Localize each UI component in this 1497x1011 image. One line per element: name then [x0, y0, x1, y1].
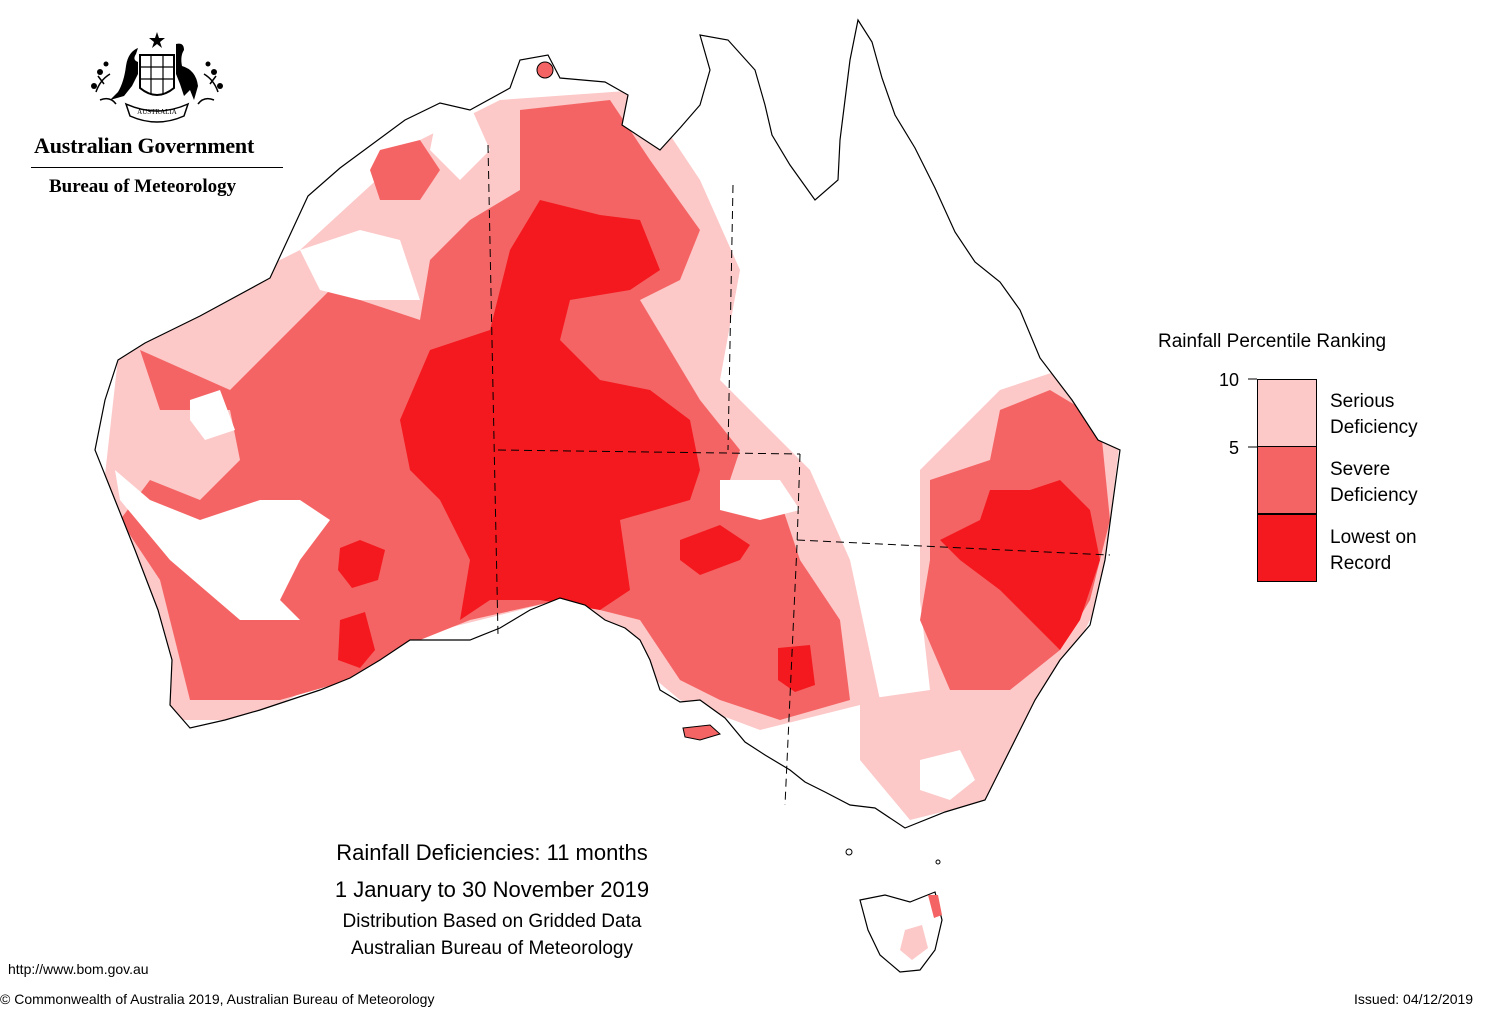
- tasmania-serious: [900, 925, 928, 960]
- legend-label-serious: Serious Deficiency: [1330, 389, 1418, 441]
- shield-icon: [139, 54, 175, 96]
- zone-none-pilbara: [300, 230, 420, 300]
- border-qld-nsw: [796, 539, 1111, 556]
- org-title: Australian Government: [34, 133, 255, 158]
- zone-none-sa-pocket: [720, 480, 800, 520]
- zone-lowest-nsw-west: [778, 645, 815, 692]
- map-source: Australian Bureau of Meteorology: [351, 938, 633, 959]
- legend-tick-lines: [1248, 378, 1257, 448]
- legend-label-severe-line2: Deficiency: [1330, 485, 1418, 506]
- border-wa: [487, 144, 499, 636]
- border-nt-sa: [497, 449, 801, 455]
- map-period: 1 January to 30 November 2019: [334, 877, 650, 902]
- zone-none-wa-pocket: [190, 390, 235, 440]
- state-borders: [487, 144, 1111, 806]
- wattle-blossoms: [91, 61, 223, 89]
- legend-label-serious-line2: Deficiency: [1330, 417, 1418, 438]
- legend-tick-5: 5: [1229, 438, 1240, 458]
- map-method: Distribution Based on Gridded Data: [342, 911, 642, 932]
- legend-tick-10: 10: [1219, 370, 1240, 390]
- zone-lowest-east: [940, 480, 1100, 650]
- zone-lowest-sa-gulf: [680, 525, 750, 575]
- island-bass: [845, 848, 853, 856]
- motto-ribbon: [124, 102, 190, 123]
- legend-label-severe-line1: Severe: [1330, 459, 1391, 480]
- deficiency-zones: [100, 90, 1120, 820]
- header-rule: [31, 167, 283, 168]
- legend-title: Rainfall Percentile Ranking: [1158, 331, 1387, 352]
- legend-label-severe: Severe Deficiency: [1330, 457, 1418, 509]
- legend-label-lowest-line2: Record: [1330, 553, 1392, 574]
- kangaroo-island: [682, 724, 721, 741]
- border-nt-qld: [727, 184, 734, 451]
- island-north: [536, 61, 554, 79]
- shield-divisions: [140, 55, 174, 95]
- border-sa-east: [784, 453, 801, 806]
- zone-lowest-wa-south: [338, 612, 375, 668]
- tasmania-severe: [928, 895, 942, 918]
- zone-none-wa-hole: [115, 470, 330, 620]
- legend-swatch-severe: [1257, 446, 1317, 514]
- tasmania-outline: [859, 891, 943, 973]
- zone-none-vic-pocket: [920, 750, 975, 800]
- zone-none-cape-york: [430, 100, 490, 180]
- map-title: Rainfall Deficiencies: 11 months: [336, 840, 648, 865]
- zone-lowest-wa-mid: [338, 540, 385, 588]
- kangaroo-icon: [110, 48, 138, 100]
- wattle-icon: [95, 73, 219, 105]
- legend-swatch-serious: [1257, 379, 1317, 447]
- island-bass-2: [935, 859, 941, 865]
- legend-label-serious-line1: Serious: [1330, 391, 1395, 412]
- legend-label-lowest-line1: Lowest on: [1330, 527, 1417, 548]
- emu-icon: [176, 43, 198, 100]
- coat-of-arms-emblem: AUSTRALIA: [91, 32, 223, 123]
- bureau-title: Bureau of Meteorology: [49, 176, 237, 197]
- crest-ribbon-text: AUSTRALIA: [137, 108, 177, 116]
- legend-label-lowest: Lowest on Record: [1330, 525, 1417, 577]
- copyright-text: © Commonwealth of Australia 2019, Austra…: [0, 991, 435, 1007]
- bom-url-link[interactable]: http://www.bom.gov.au: [8, 961, 149, 977]
- crest-star-icon: [149, 32, 165, 48]
- legend-swatch-lowest: [1257, 514, 1317, 582]
- zone-lowest-central: [400, 200, 700, 620]
- zone-severe-kimberley: [370, 140, 440, 200]
- issued-date: Issued: 04/12/2019: [1354, 991, 1474, 1007]
